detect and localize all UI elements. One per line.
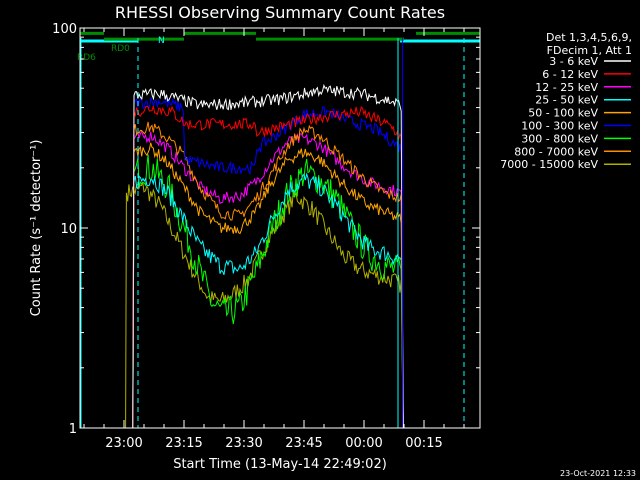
x-tick-label-4: 00:00 [345,436,382,451]
x-tick-label-0: 23:00 [105,436,142,451]
y-tick-label-2: 1 [69,422,77,437]
y-axis-label: Count Rate (s⁻¹ detector⁻¹) [29,140,44,317]
x-tick-label-3: 23:45 [285,436,322,451]
series-line-1 [132,105,404,429]
series-line-8 [125,181,404,429]
legend-label-1: 6 - 12 keV [542,68,598,81]
legend-header-1: FDecim 1, Att 1 [547,44,632,57]
legend-label-5: 100 - 300 keV [521,120,598,133]
legend-label-4: 50 - 100 keV [528,107,598,120]
flag-label-0: N [158,36,165,46]
series-line-5 [132,97,404,429]
legend-label-2: 12 - 25 keV [535,81,598,94]
legend-label-0: 3 - 6 keV [549,55,598,68]
legend-label-3: 25 - 50 keV [535,94,598,107]
y-tick-label-0: 100 [52,22,77,37]
timestamp: 23-Oct-2021 12:33 [560,469,636,478]
legend-label-8: 7000 - 15000 keV [500,158,598,171]
x-tick-label-1: 23:15 [165,436,202,451]
series-line-6 [132,154,404,429]
x-tick-label-5: 00:15 [405,436,442,451]
series-line-7 [132,121,404,429]
legend-label-7: 800 - 7000 keV [514,145,598,158]
legend-header-0: Det 1,3,4,5,6,9, [546,31,632,44]
flag-label-2: RD6 [77,53,96,63]
legend-label-6: 300 - 800 keV [521,132,598,145]
flag-label-1: RD0 [111,44,130,54]
series-line-0 [132,83,404,429]
series-line-3 [132,172,404,429]
x-axis-label: Start Time (13-May-14 22:49:02) [173,457,387,472]
series-line-4 [132,142,404,429]
y-tick-label-1: 10 [60,222,77,237]
chart-title: RHESSI Observing Summary Count Rates [115,3,445,22]
x-tick-label-2: 23:30 [225,436,262,451]
